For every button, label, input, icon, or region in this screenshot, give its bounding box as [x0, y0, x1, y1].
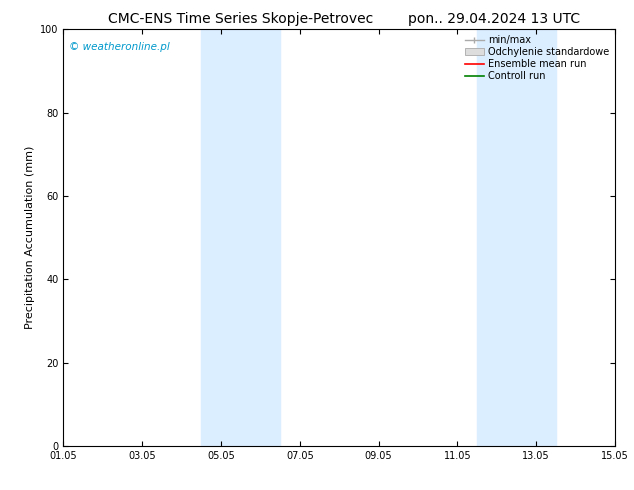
Bar	[202, 29, 241, 446]
Bar	[241, 29, 280, 446]
Bar	[477, 29, 517, 446]
Legend: min/max, Odchylenie standardowe, Ensemble mean run, Controll run: min/max, Odchylenie standardowe, Ensembl…	[462, 32, 612, 84]
Text: © weatheronline.pl: © weatheronline.pl	[69, 42, 170, 52]
Text: pon.. 29.04.2024 13 UTC: pon.. 29.04.2024 13 UTC	[408, 12, 581, 26]
Y-axis label: Precipitation Accumulation (mm): Precipitation Accumulation (mm)	[25, 146, 35, 329]
Text: CMC-ENS Time Series Skopje-Petrovec: CMC-ENS Time Series Skopje-Petrovec	[108, 12, 373, 26]
Bar	[517, 29, 556, 446]
